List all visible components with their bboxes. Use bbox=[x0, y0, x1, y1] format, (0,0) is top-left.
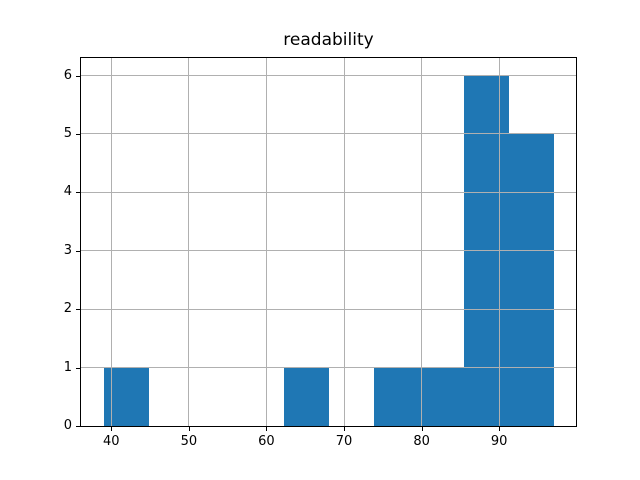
histogram-bar bbox=[283, 367, 329, 426]
x-tick-label: 70 bbox=[335, 434, 353, 449]
x-tick-label: 90 bbox=[490, 434, 508, 449]
y-tick-mark bbox=[76, 367, 80, 369]
x-tick-mark bbox=[344, 427, 346, 431]
histogram-bar bbox=[508, 133, 554, 426]
y-tick-mark bbox=[76, 133, 80, 135]
gridline-vertical bbox=[188, 58, 190, 426]
y-tick-label: 0 bbox=[63, 418, 72, 433]
x-tick-label: 60 bbox=[258, 434, 275, 449]
gridline-horizontal bbox=[81, 191, 576, 193]
gridline-vertical bbox=[343, 58, 345, 426]
gridline-horizontal bbox=[81, 308, 576, 310]
gridline-vertical bbox=[265, 58, 267, 426]
y-tick-label: 4 bbox=[63, 184, 72, 200]
y-tick-mark bbox=[76, 192, 80, 194]
x-tick-mark bbox=[266, 427, 268, 431]
gridline-vertical bbox=[498, 58, 500, 426]
gridline-horizontal bbox=[81, 75, 576, 77]
gridline-horizontal bbox=[81, 250, 576, 252]
x-tick-label: 80 bbox=[413, 434, 430, 449]
y-tick-label: 1 bbox=[63, 359, 72, 375]
gridline-horizontal bbox=[81, 133, 576, 135]
x-tick-mark bbox=[499, 427, 501, 431]
y-tick-mark bbox=[76, 426, 80, 427]
y-tick-mark bbox=[76, 250, 80, 252]
y-tick-label: 3 bbox=[63, 242, 72, 258]
gridline-vertical bbox=[110, 58, 112, 426]
y-tick-mark bbox=[76, 75, 80, 77]
y-tick-label: 2 bbox=[63, 301, 72, 317]
x-tick-mark bbox=[421, 427, 423, 431]
x-tick-label: 50 bbox=[180, 434, 198, 449]
y-tick-label: 5 bbox=[63, 125, 72, 141]
gridline-vertical bbox=[421, 58, 423, 426]
x-tick-mark bbox=[188, 427, 190, 431]
gridline-horizontal bbox=[81, 367, 576, 369]
x-tick-mark bbox=[111, 427, 113, 431]
chart-title: readability bbox=[283, 30, 374, 50]
y-tick-mark bbox=[76, 309, 80, 311]
y-tick-label: 6 bbox=[63, 67, 72, 83]
plot-area bbox=[80, 57, 577, 427]
x-tick-label: 40 bbox=[102, 434, 120, 449]
histogram-bar bbox=[373, 367, 419, 426]
histogram-bar bbox=[418, 367, 464, 426]
